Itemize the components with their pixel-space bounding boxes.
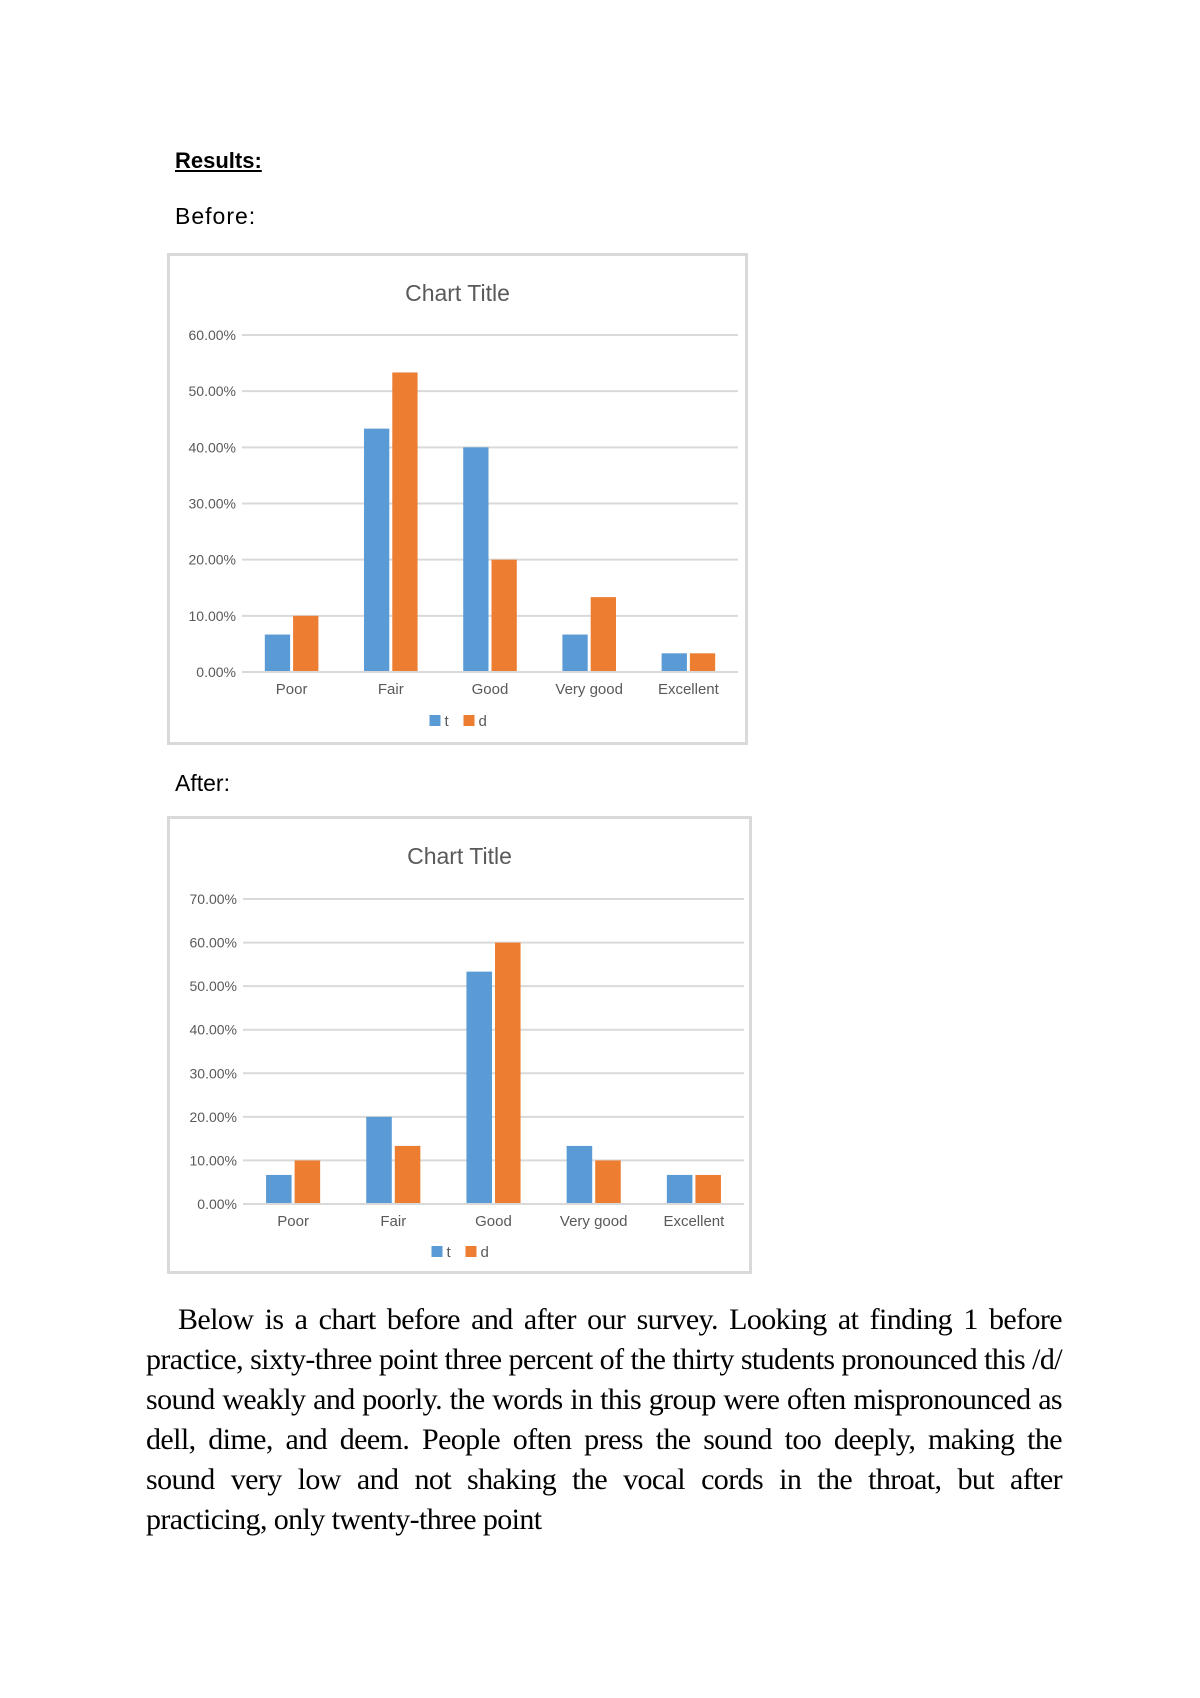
bar-t-very-good: [566, 1145, 593, 1204]
bar-t-good: [463, 447, 489, 672]
bar-t-excellent: [666, 1174, 693, 1204]
before-label: Before:: [175, 203, 257, 229]
x-tick-label: Good: [472, 681, 509, 698]
bar-t-very-good: [562, 634, 588, 672]
y-tick-label: 20.00%: [189, 552, 236, 568]
legend-swatch-d: [465, 1246, 477, 1257]
y-tick-label: 10.00%: [189, 608, 236, 624]
bar-d-poor: [293, 615, 319, 672]
bar-t-good: [466, 971, 492, 1204]
chart-title: Chart Title: [407, 843, 512, 869]
legend-label-t: t: [447, 1244, 452, 1261]
y-tick-label: 0.00%: [196, 664, 236, 680]
x-tick-label: Good: [475, 1213, 512, 1230]
x-tick-label: Excellent: [658, 681, 720, 698]
x-tick-label: Poor: [277, 1213, 309, 1230]
y-tick-label: 30.00%: [189, 496, 236, 512]
legend-label-d: d: [481, 1244, 489, 1261]
body-paragraph: Below is a chart before and after our su…: [146, 1303, 1063, 1536]
y-tick-label: 40.00%: [190, 1022, 237, 1038]
bar-t-poor: [264, 634, 291, 672]
x-tick-label: Poor: [276, 681, 308, 698]
y-tick-label: 60.00%: [189, 327, 236, 343]
y-tick-label: 50.00%: [189, 383, 236, 399]
bar-t-fair: [366, 1116, 392, 1204]
before-chart: 0.00% 10.00% 20.00% 30.00% 40.00% 50.00% 60.00…: [167, 253, 748, 745]
x-tick-label: Fair: [380, 1213, 406, 1230]
y-tick-label: 60.00%: [190, 935, 237, 951]
bar-d-very-good: [590, 597, 616, 672]
legend-swatch-d: [463, 715, 475, 726]
chart-plot: 0.00% 10.00% 20.00% 30.00% 40.00% 50.00% 60.00…: [189, 327, 738, 730]
results-heading: Results:: [175, 148, 262, 173]
bar-d-fair: [394, 1145, 421, 1204]
y-tick-label: 40.00%: [189, 439, 236, 455]
x-tick-label: Very good: [555, 681, 623, 698]
bar-d-very-good: [595, 1160, 621, 1204]
bar-t-excellent: [661, 653, 687, 672]
chart-title: Chart Title: [405, 280, 510, 306]
y-tick-label: 10.00%: [190, 1152, 237, 1168]
y-tick-label: 20.00%: [190, 1109, 237, 1125]
bar-t-fair: [364, 428, 390, 672]
bar-d-excellent: [689, 653, 716, 672]
bar-d-good: [491, 559, 517, 672]
bar-d-poor: [294, 1160, 321, 1204]
bar-d-good: [495, 942, 521, 1204]
x-tick-label: Fair: [378, 681, 404, 698]
legend-label-d: d: [479, 713, 487, 730]
bar-t-poor: [266, 1174, 292, 1204]
after-label: After:: [175, 770, 230, 796]
y-tick-label: 30.00%: [190, 1065, 237, 1081]
bar-d-excellent: [695, 1174, 721, 1204]
bar-d-fair: [392, 372, 418, 672]
y-tick-label: 0.00%: [197, 1196, 237, 1212]
chart-plot: 0.00% 10.00% 20.00% 30.00% 40.00% 50.00% 60.00…: [190, 891, 744, 1261]
legend-swatch-t: [431, 1246, 443, 1257]
legend-label-t: t: [445, 713, 450, 730]
x-tick-label: Excellent: [663, 1213, 725, 1230]
y-tick-label: 70.00%: [190, 891, 237, 907]
y-tick-label: 50.00%: [190, 978, 237, 994]
legend-swatch-t: [429, 715, 441, 726]
after-chart: 0.00% 10.00% 20.00% 30.00% 40.00% 50.00% 60.00…: [167, 816, 752, 1274]
x-tick-label: Very good: [560, 1213, 628, 1230]
